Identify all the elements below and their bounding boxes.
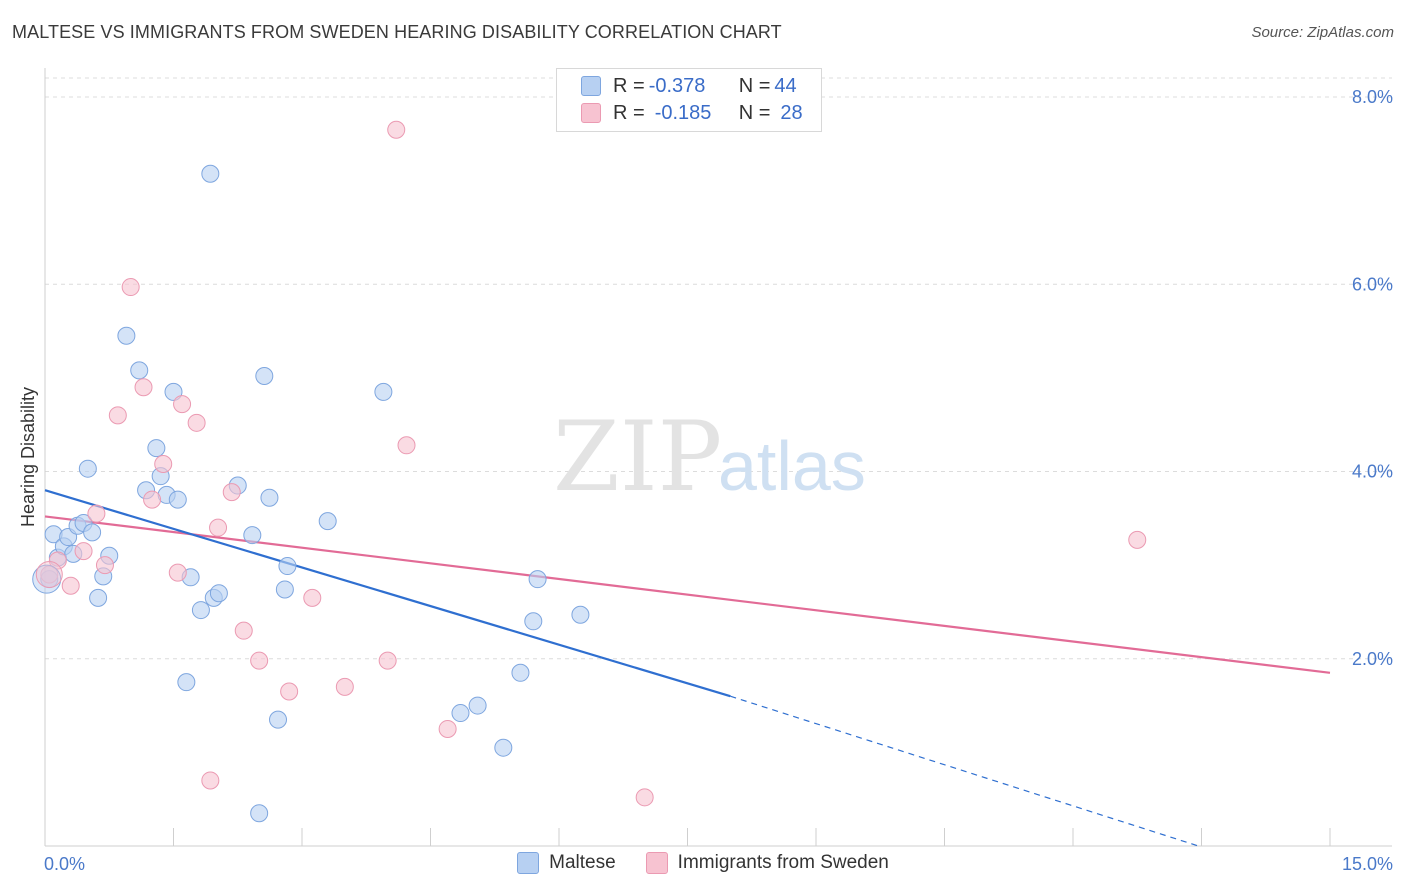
legend-label-sweden: Immigrants from Sweden bbox=[677, 852, 889, 873]
maltese-point bbox=[168, 490, 187, 509]
pink-swatch-icon bbox=[645, 852, 668, 874]
sweden-point bbox=[121, 278, 140, 297]
chart-title: MALTESE VS IMMIGRANTS FROM SWEDEN HEARIN… bbox=[12, 22, 782, 42]
y-tick-label: 2.0% bbox=[1352, 649, 1393, 669]
sweden-point bbox=[234, 621, 253, 640]
axes bbox=[44, 68, 1392, 847]
n-label: N = bbox=[738, 74, 771, 97]
maltese-point bbox=[260, 488, 279, 507]
maltese-trend-line bbox=[44, 489, 731, 698]
legend-item-maltese[interactable]: Maltese bbox=[517, 852, 616, 874]
sweden-point bbox=[134, 378, 153, 397]
sweden-point bbox=[438, 719, 457, 738]
maltese-point bbox=[524, 612, 543, 631]
sweden-point bbox=[250, 651, 269, 670]
r-value: -0.185 bbox=[654, 101, 712, 124]
sweden-point bbox=[635, 788, 654, 807]
sweden-point bbox=[48, 551, 67, 570]
sweden-point bbox=[173, 395, 192, 414]
y-tick-label: 6.0% bbox=[1352, 274, 1393, 294]
sweden-point bbox=[378, 651, 397, 670]
n-value: 44 bbox=[774, 74, 797, 97]
maltese-point bbox=[511, 663, 530, 682]
maltese-point bbox=[147, 439, 166, 458]
maltese-point bbox=[78, 459, 97, 478]
sweden-point bbox=[108, 406, 127, 425]
sweden-point bbox=[1128, 530, 1147, 549]
maltese-point bbox=[250, 804, 269, 823]
maltese-point bbox=[201, 164, 220, 183]
sweden-point bbox=[335, 677, 354, 696]
maltese-point bbox=[117, 326, 136, 345]
maltese-point bbox=[528, 570, 547, 589]
maltese-point bbox=[275, 580, 294, 599]
maltese-point bbox=[468, 696, 487, 715]
maltese-point bbox=[269, 710, 288, 729]
maltese-point bbox=[494, 738, 513, 757]
trend-lines bbox=[44, 489, 1331, 847]
watermark-zip: ZIP bbox=[553, 401, 722, 513]
n-value: 28 bbox=[780, 101, 803, 124]
legend-row-maltese: R = -0.378 N = 44 bbox=[581, 74, 797, 98]
n-label: N = bbox=[738, 101, 771, 124]
sweden-trend-line bbox=[44, 515, 1331, 674]
sweden-point bbox=[209, 518, 228, 537]
sweden-point bbox=[303, 588, 322, 607]
sweden-point bbox=[187, 413, 206, 432]
maltese-point bbox=[32, 564, 62, 594]
legend-item-sweden[interactable]: Immigrants from Sweden bbox=[645, 852, 889, 874]
maltese-point bbox=[89, 588, 108, 607]
series-legend: Maltese Immigrants from Sweden bbox=[0, 852, 1406, 874]
sweden-point bbox=[222, 483, 241, 502]
watermark: ZIP atlas bbox=[553, 401, 866, 513]
maltese-point bbox=[130, 361, 149, 380]
sweden-point bbox=[280, 682, 299, 701]
maltese-trend-extension bbox=[730, 695, 1199, 847]
sweden-point bbox=[61, 576, 80, 595]
sweden-point bbox=[168, 563, 187, 582]
y-tick-label: 8.0% bbox=[1352, 87, 1393, 107]
sweden-point bbox=[74, 542, 93, 561]
watermark-atlas: atlas bbox=[718, 427, 866, 505]
data-points bbox=[32, 120, 1147, 823]
source-label: Source: ZipAtlas.com bbox=[1251, 24, 1394, 41]
maltese-point bbox=[83, 523, 102, 542]
grid-lines bbox=[45, 77, 1392, 660]
maltese-point bbox=[278, 557, 297, 576]
maltese-point bbox=[191, 601, 210, 620]
r-value: -0.378 bbox=[648, 74, 706, 97]
maltese-point bbox=[318, 512, 337, 531]
sweden-point bbox=[35, 560, 63, 588]
sweden-point bbox=[95, 556, 114, 575]
maltese-point bbox=[451, 704, 470, 723]
legend-row-sweden: R = -0.185 N = 28 bbox=[581, 101, 803, 125]
maltese-point bbox=[209, 584, 228, 603]
maltese-point bbox=[255, 367, 274, 386]
legend-label-maltese: Maltese bbox=[549, 852, 616, 873]
sweden-point bbox=[154, 455, 173, 474]
sweden-point bbox=[387, 120, 406, 139]
x-tick-label: 0.0% bbox=[44, 854, 85, 874]
correlation-legend: R = -0.378 N = 44 R = -0.185 N = 28 bbox=[556, 68, 822, 132]
r-label: R = bbox=[613, 101, 645, 124]
blue-swatch-icon bbox=[581, 76, 601, 96]
sweden-point bbox=[143, 490, 162, 509]
tick-labels: 2.0% 4.0% 6.0% 8.0% 0.0% 15.0% bbox=[44, 87, 1393, 874]
maltese-point bbox=[374, 382, 393, 401]
y-axis-title: Hearing Disability bbox=[18, 387, 38, 527]
r-label: R = bbox=[613, 74, 645, 97]
x-tick-label: 15.0% bbox=[1342, 854, 1393, 874]
sweden-point bbox=[201, 771, 220, 790]
maltese-point bbox=[243, 526, 262, 545]
maltese-point bbox=[571, 605, 590, 624]
blue-swatch-icon bbox=[517, 852, 540, 874]
sweden-point bbox=[397, 436, 416, 455]
maltese-point bbox=[177, 673, 196, 692]
y-tick-label: 4.0% bbox=[1352, 462, 1393, 482]
maltese-point bbox=[164, 382, 183, 401]
sweden-point bbox=[87, 504, 106, 523]
pink-swatch-icon bbox=[581, 103, 601, 123]
